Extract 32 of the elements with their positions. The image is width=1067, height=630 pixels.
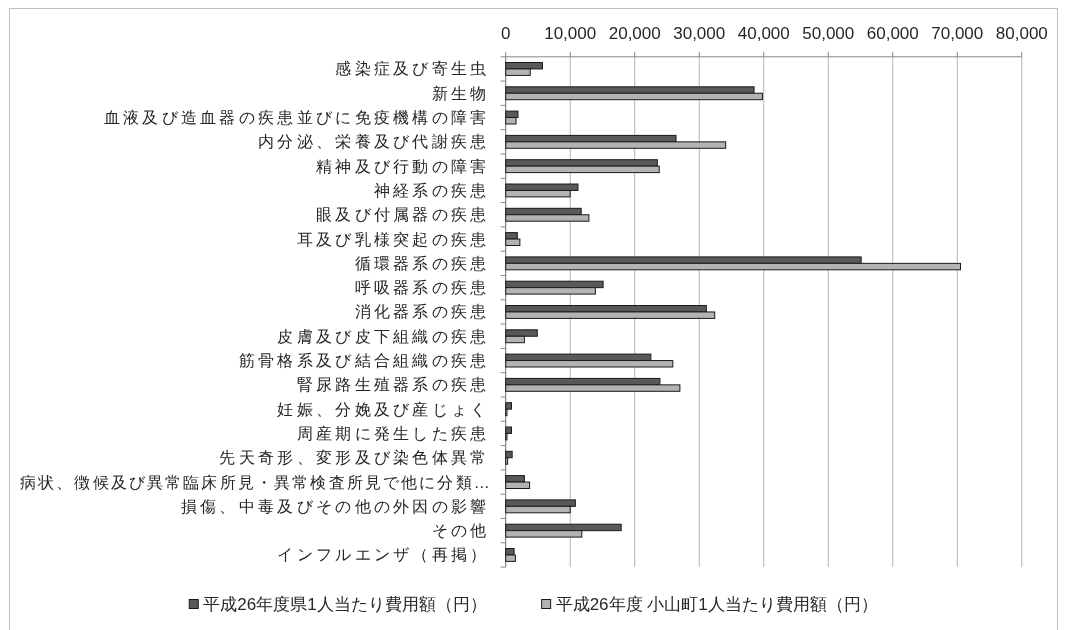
y-tick-label: 血液及び造血器の疾患並びに免疫機構の障害 bbox=[103, 109, 490, 127]
x-tick-label: 10,000 bbox=[544, 23, 597, 43]
y-tick-label: 耳及び乳様突起の疾患 bbox=[296, 230, 490, 248]
y-tick-label: その他 bbox=[431, 522, 490, 540]
y-tick-label: 呼吸器系の疾患 bbox=[354, 279, 490, 297]
y-tick-label: 精神及び行動の障害 bbox=[316, 157, 490, 175]
y-tick-label: 眼及び付属器の疾患 bbox=[316, 206, 490, 224]
x-tick-label: 30,000 bbox=[673, 23, 726, 43]
y-tick-label: 妊娠、分娩及び産じょく bbox=[277, 400, 490, 418]
x-tick-label: 0 bbox=[500, 23, 511, 43]
x-tick-label: 50,000 bbox=[802, 23, 855, 43]
y-tick-label: 感染症及び寄生虫 bbox=[335, 60, 490, 78]
legend-label: 平成26年度 小山町1人当たり費用額（円） bbox=[555, 594, 878, 614]
y-tick-label: 神経系の疾患 bbox=[373, 181, 490, 199]
x-tick-label: 60,000 bbox=[866, 23, 919, 43]
x-tick-label: 70,000 bbox=[931, 23, 984, 43]
legend-label: 平成26年度県1人当たり費用額（円） bbox=[203, 594, 487, 614]
y-tick-label: 循環器系の疾患 bbox=[354, 254, 490, 272]
y-tick-label: 内分泌、栄養及び代謝疾患 bbox=[258, 133, 490, 151]
y-tick-label: 病状、徴候及び異常臨床所見・異常検査所見で他に分類… bbox=[20, 473, 490, 491]
y-tick-label: 消化器系の疾患 bbox=[354, 303, 490, 321]
y-tick-label: 先天奇形、変形及び染色体異常 bbox=[219, 449, 490, 467]
y-tick-label: 腎尿路生殖器系の疾患 bbox=[296, 376, 490, 394]
x-tick-label: 20,000 bbox=[608, 23, 661, 43]
x-tick-label: 40,000 bbox=[737, 23, 790, 43]
y-tick-label: 皮膚及び皮下組織の疾患 bbox=[277, 327, 490, 345]
y-tick-label: 新生物 bbox=[431, 84, 490, 102]
y-tick-label: 周産期に発生した疾患 bbox=[296, 424, 490, 442]
y-tick-label: 筋骨格系及び結合組織の疾患 bbox=[238, 352, 490, 370]
x-tick-label: 80,000 bbox=[995, 23, 1048, 43]
y-tick-label: インフルエンザ（再掲） bbox=[277, 546, 490, 564]
y-tick-label: 損傷、中毒及びその他の外因の影響 bbox=[180, 497, 490, 515]
